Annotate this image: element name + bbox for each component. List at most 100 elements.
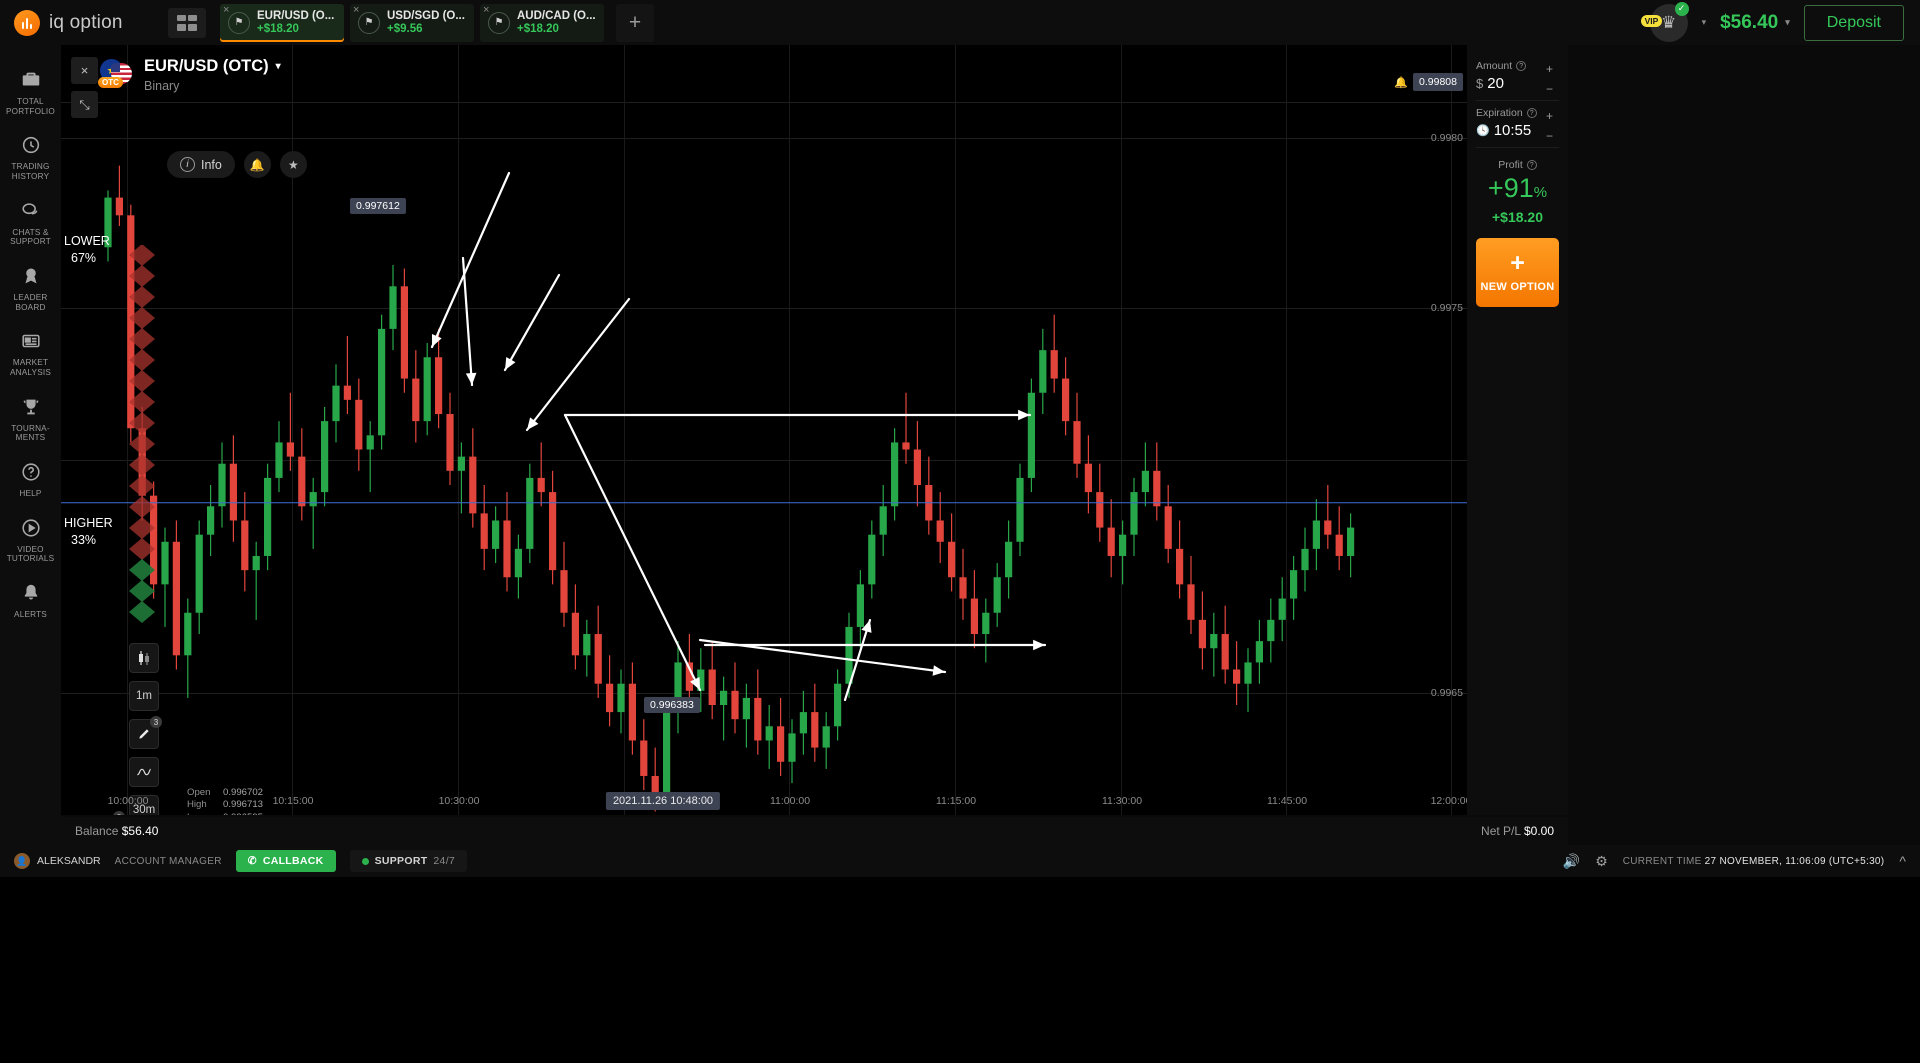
sidebar-item-label: TRADING HISTORY — [11, 162, 50, 182]
candle-type-button[interactable] — [129, 643, 159, 673]
draw-tool-button[interactable]: 3 — [129, 716, 162, 749]
price-chart[interactable]: 0.9980 0.9975 0.9965 🔔 0.99808 0.997612 … — [61, 45, 1467, 815]
gear-icon[interactable]: ⚙ — [1595, 852, 1608, 869]
expiration-value-row: 🕓 10:55 — [1476, 122, 1559, 139]
chevron-up-icon[interactable]: ^ — [1899, 853, 1906, 869]
current-price-value: 0.99808 — [1413, 73, 1463, 91]
account-manager-label[interactable]: ACCOUNT MANAGER — [114, 855, 222, 867]
close-icon[interactable]: × — [223, 3, 230, 16]
sidebar-item-total-portfolio[interactable]: TOTAL PORTFOLIO — [0, 59, 61, 124]
info-icon: i — [180, 157, 195, 172]
amount-stepper[interactable]: + − — [1546, 62, 1553, 96]
profit-section: Profit ? +91% +$18.20 — [1476, 148, 1559, 225]
asset-selector[interactable]: EUR/USD (OTC) ▾ — [144, 57, 281, 76]
asset-name: EUR/USD (OTC) — [144, 57, 269, 75]
sentiment-lower-value: 67% — [71, 251, 97, 265]
clock-history-icon — [19, 133, 43, 157]
question-icon[interactable]: ? — [1526, 160, 1537, 170]
currency-symbol: $ — [1476, 76, 1484, 91]
profit-label: Profit ? — [1476, 159, 1559, 171]
alert-bell-button[interactable]: 🔔 — [243, 151, 271, 178]
time-tick: 10:00:00 — [107, 795, 149, 807]
decrement-button[interactable]: − — [1545, 129, 1553, 143]
avatar: 👤 — [14, 853, 30, 869]
sidebar-item-label: VIDEO TUTORIALS — [6, 544, 55, 564]
sidebar-item-tournaments[interactable]: TOURNA- MENTS — [0, 386, 61, 451]
balance-display[interactable]: $56.40 ▾ — [1720, 12, 1790, 34]
sidebar-item-trading-history[interactable]: TRADING HISTORY — [0, 124, 61, 189]
tab-eurusd[interactable]: × ⚑ EUR/USD (O... +$18.20 — [220, 3, 344, 42]
increment-button[interactable]: + — [1545, 109, 1553, 123]
close-icon[interactable]: × — [483, 3, 490, 16]
sidebar-item-label: ALERTS — [14, 610, 47, 620]
sidebar-item-label: LEADER BOARD — [13, 293, 48, 312]
briefcase-icon — [19, 68, 43, 92]
status-bar: 👤 ALEKSANDR ACCOUNT MANAGER ✆ CALLBACK S… — [0, 845, 1920, 877]
amount-label: Amount ? — [1476, 60, 1559, 72]
balance-info: Balance $56.40 — [75, 824, 159, 838]
app-logo[interactable]: iq option — [0, 9, 160, 36]
question-icon[interactable]: ? — [1526, 108, 1537, 118]
asset-flag-icon: ⚑ — [488, 11, 510, 34]
chart-actions: i Info 🔔 ★ — [167, 151, 307, 178]
sidebar-item-label: TOTAL PORTFOLIO — [6, 97, 55, 116]
sidebar-item-label: HELP — [19, 489, 42, 499]
collapse-chart-button[interactable]: ⤡ — [71, 91, 98, 118]
tab-label: USD/SGD (O... — [387, 10, 465, 22]
sidebar-item-help[interactable]: HELP — [0, 451, 61, 507]
expiration-field[interactable]: Expiration ? 🕓 10:55 + − — [1476, 101, 1559, 148]
sidebar-item-chats-support[interactable]: CHATS & SUPPORT — [0, 190, 61, 255]
vip-badge: VIP — [1640, 14, 1663, 27]
support-label: SUPPORT — [374, 855, 428, 867]
ohlc-value: 0.996713 — [223, 799, 264, 811]
speaker-icon[interactable]: 🔊 — [1562, 852, 1581, 869]
time-tick: 10:30:00 — [438, 795, 480, 807]
otc-badge: OTC — [98, 77, 123, 88]
callback-button[interactable]: ✆ CALLBACK — [235, 850, 336, 872]
sidebar-item-video-tutorials[interactable]: VIDEO TUTORIALS — [0, 507, 61, 572]
decrement-button[interactable]: − — [1545, 82, 1553, 96]
sidebar-item-alerts[interactable]: ALERTS — [0, 572, 61, 628]
sidebar-item-leader-board[interactable]: LEADER BOARD — [0, 255, 61, 320]
timeframe-button[interactable]: 1m — [129, 681, 159, 711]
close-chart-button[interactable]: × — [71, 57, 98, 84]
new-option-button[interactable]: + NEW OPTION — [1476, 238, 1559, 307]
draw-tool-count: 3 — [150, 716, 162, 728]
favorite-star-button[interactable]: ★ — [279, 151, 307, 178]
ohlc-key: High — [187, 799, 207, 811]
add-tab-button[interactable]: + — [616, 3, 654, 42]
increment-button[interactable]: + — [1545, 62, 1553, 76]
expiration-value: 10:55 — [1493, 122, 1532, 139]
top-bar: iq option × ⚑ EUR/USD (O... +$18.20 × ⚑ … — [0, 0, 1920, 45]
phone-icon: ✆ — [247, 855, 257, 867]
close-icon[interactable]: × — [353, 3, 360, 16]
top-bar-right: ♛ VIP ✓ ▾ $56.40 ▾ Deposit — [1640, 1, 1920, 42]
current-price-badge[interactable]: 🔔 0.99808 — [1394, 73, 1463, 91]
amount-field[interactable]: Amount ? $ 20 + − — [1476, 54, 1559, 101]
price-tick: 0.9965 — [1430, 687, 1463, 699]
current-time-value: 27 NOVEMBER, 11:06:09 (UTC+5:30) — [1704, 855, 1885, 867]
expiration-stepper[interactable]: + − — [1546, 109, 1553, 143]
question-icon[interactable]: ? — [113, 811, 125, 815]
tab-audcad[interactable]: × ⚑ AUD/CAD (O... +$18.20 — [480, 3, 604, 42]
support-button[interactable]: SUPPORT 24/7 — [349, 850, 468, 872]
range-button[interactable]: 30m — [129, 795, 159, 815]
sidebar-item-market-analysis[interactable]: MARKET ANALYSIS — [0, 320, 61, 385]
question-icon[interactable]: ? — [1516, 61, 1527, 71]
time-tick: 11:15:00 — [935, 795, 977, 807]
net-pl-info: Net P/L $0.00 — [1481, 824, 1554, 838]
indicator-button[interactable] — [129, 757, 159, 787]
profile-chevron-down-icon[interactable]: ▾ — [1701, 17, 1707, 27]
deposit-button[interactable]: Deposit — [1803, 4, 1904, 41]
avatar[interactable]: ♛ VIP ✓ — [1640, 1, 1689, 42]
grid-icon[interactable] — [168, 7, 206, 38]
tab-label: AUD/CAD (O... — [517, 10, 596, 22]
user-chip[interactable]: 👤 ALEKSANDR — [14, 853, 101, 869]
tab-usdsgd[interactable]: × ⚑ USD/SGD (O... +$9.56 — [350, 3, 474, 42]
expiration-label: Expiration ? — [1476, 107, 1559, 119]
bell-icon[interactable]: 🔔 — [1394, 76, 1409, 89]
info-label: Info — [201, 157, 222, 172]
bell-icon — [19, 581, 43, 605]
info-button[interactable]: i Info — [167, 151, 235, 178]
